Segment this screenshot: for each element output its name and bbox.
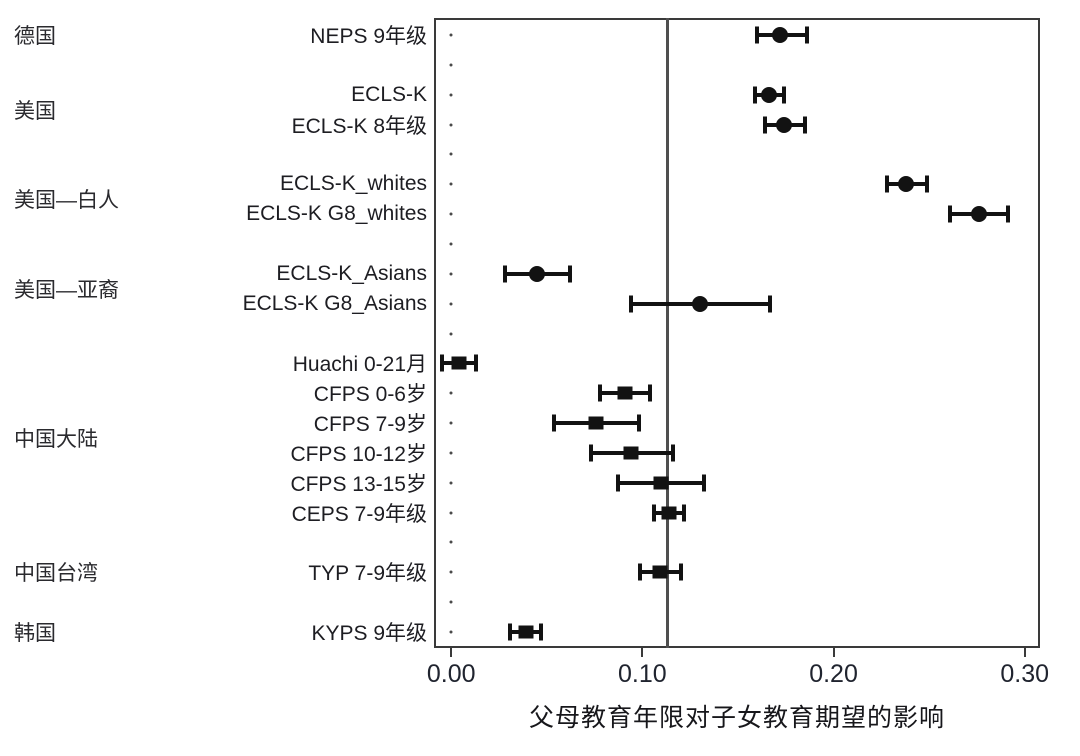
x-axis-title: 父母教育年限对子女教育期望的影响 <box>528 704 946 732</box>
x-tick-label: 0.00 <box>426 660 476 688</box>
ci-cap <box>552 414 557 432</box>
x-tick-label: 0.10 <box>618 660 667 688</box>
point-marker-square <box>518 625 534 639</box>
group-label: 美国—亚裔 <box>14 278 119 302</box>
reference-line <box>665 18 669 648</box>
ci-cap <box>615 474 620 492</box>
axis-tick-dot <box>449 152 453 156</box>
axis-tick-dot <box>449 451 453 455</box>
ci-cap <box>804 26 809 44</box>
x-tick <box>450 648 453 657</box>
axis-tick-dot <box>449 421 453 425</box>
group-label: 德国 <box>14 25 56 48</box>
ci-cap <box>753 86 758 104</box>
ci-cap <box>678 563 683 581</box>
x-tick-label: 0.30 <box>1000 660 1050 688</box>
row-label: ECLS-K <box>351 82 427 106</box>
ci-cap <box>762 116 767 134</box>
row-label: CFPS 7-9岁 <box>313 413 427 437</box>
row-label: ECLS-K_Asians <box>276 261 427 285</box>
ci-cap <box>768 295 773 313</box>
ci-cap <box>502 265 507 283</box>
row-label: TYP 7-9年级 <box>308 562 427 586</box>
axis-tick-dot <box>449 511 453 515</box>
row-label: CFPS 13-15岁 <box>290 472 427 496</box>
ci-cap <box>670 444 675 462</box>
row-label: ECLS-K 8年级 <box>291 114 427 138</box>
ci-cap <box>508 623 513 641</box>
row-label: CFPS 10-12岁 <box>290 442 427 466</box>
row-label: Huachi 0-21月 <box>292 353 427 377</box>
ci-cap <box>636 414 641 432</box>
ci-cap <box>474 354 479 372</box>
axis-tick-dot <box>449 391 453 395</box>
axis-tick-dot <box>449 540 453 544</box>
row-label: ECLS-K G8_Asians <box>242 291 427 315</box>
plot-area <box>434 18 1040 648</box>
point-marker-square <box>451 356 467 370</box>
ci-cap <box>701 474 706 492</box>
group-label: 美国 <box>14 99 56 123</box>
ci-cap <box>648 384 653 402</box>
point-marker-circle <box>970 206 987 223</box>
row-label: ECLS-K G8_whites <box>246 202 427 226</box>
row-label: NEPS 9年级 <box>310 25 427 48</box>
group-label: 美国—白人 <box>14 189 119 213</box>
point-marker-square <box>623 446 639 460</box>
group-label: 韩国 <box>14 622 56 645</box>
ci-cap <box>1005 205 1010 223</box>
point-marker-square <box>661 506 677 520</box>
ci-cap <box>598 384 603 402</box>
axis-tick-dot <box>449 242 453 246</box>
ci-cap <box>682 504 687 522</box>
point-marker-circle <box>772 27 788 43</box>
point-marker-square <box>617 386 633 400</box>
ci-cap <box>628 295 633 313</box>
ci-cap <box>781 86 786 104</box>
point-marker-square <box>652 565 668 579</box>
axis-tick-dot <box>449 63 453 67</box>
axis-tick-dot <box>449 600 453 604</box>
row-label: ECLS-K_whites <box>279 172 427 196</box>
point-marker-square <box>653 476 669 490</box>
x-tick <box>832 648 835 657</box>
point-marker-circle <box>691 295 708 312</box>
axis-tick-dot <box>449 332 453 335</box>
axis-tick-dot <box>449 630 453 634</box>
row-label: KYPS 9年级 <box>311 622 427 645</box>
ci-cap <box>948 205 953 223</box>
axis-tick-dot <box>449 481 453 485</box>
axis-tick-dot <box>449 123 453 127</box>
axis-tick-dot <box>449 272 453 276</box>
ci-cap <box>925 175 930 193</box>
row-label: CFPS 0-6岁 <box>313 383 427 407</box>
x-tick <box>1023 648 1026 657</box>
axis-tick-dot <box>449 33 453 37</box>
ci-cap <box>885 175 890 193</box>
ci-cap <box>755 26 760 44</box>
x-tick-label: 0.20 <box>809 660 858 688</box>
group-label: 中国大陆 <box>14 427 98 451</box>
row-label: CEPS 7-9年级 <box>291 502 427 526</box>
group-label: 中国台湾 <box>14 562 98 586</box>
axis-tick-dot <box>449 93 453 97</box>
ci-cap <box>802 116 807 134</box>
ci-cap <box>567 265 572 283</box>
point-marker-circle <box>760 86 777 103</box>
ci-cap <box>638 563 643 581</box>
axis-tick-dot <box>449 182 453 186</box>
axis-tick-dot <box>449 302 453 306</box>
point-marker-circle <box>529 265 546 282</box>
axis-tick-dot <box>449 212 453 216</box>
point-marker-square <box>588 416 604 430</box>
point-marker-circle <box>898 176 915 193</box>
ci-cap <box>539 623 544 641</box>
ci-cap <box>439 354 444 372</box>
ci-cap <box>651 504 656 522</box>
ci-cap <box>588 444 593 462</box>
x-tick <box>641 648 644 657</box>
axis-tick-dot <box>449 570 453 574</box>
point-marker-circle <box>775 116 792 133</box>
